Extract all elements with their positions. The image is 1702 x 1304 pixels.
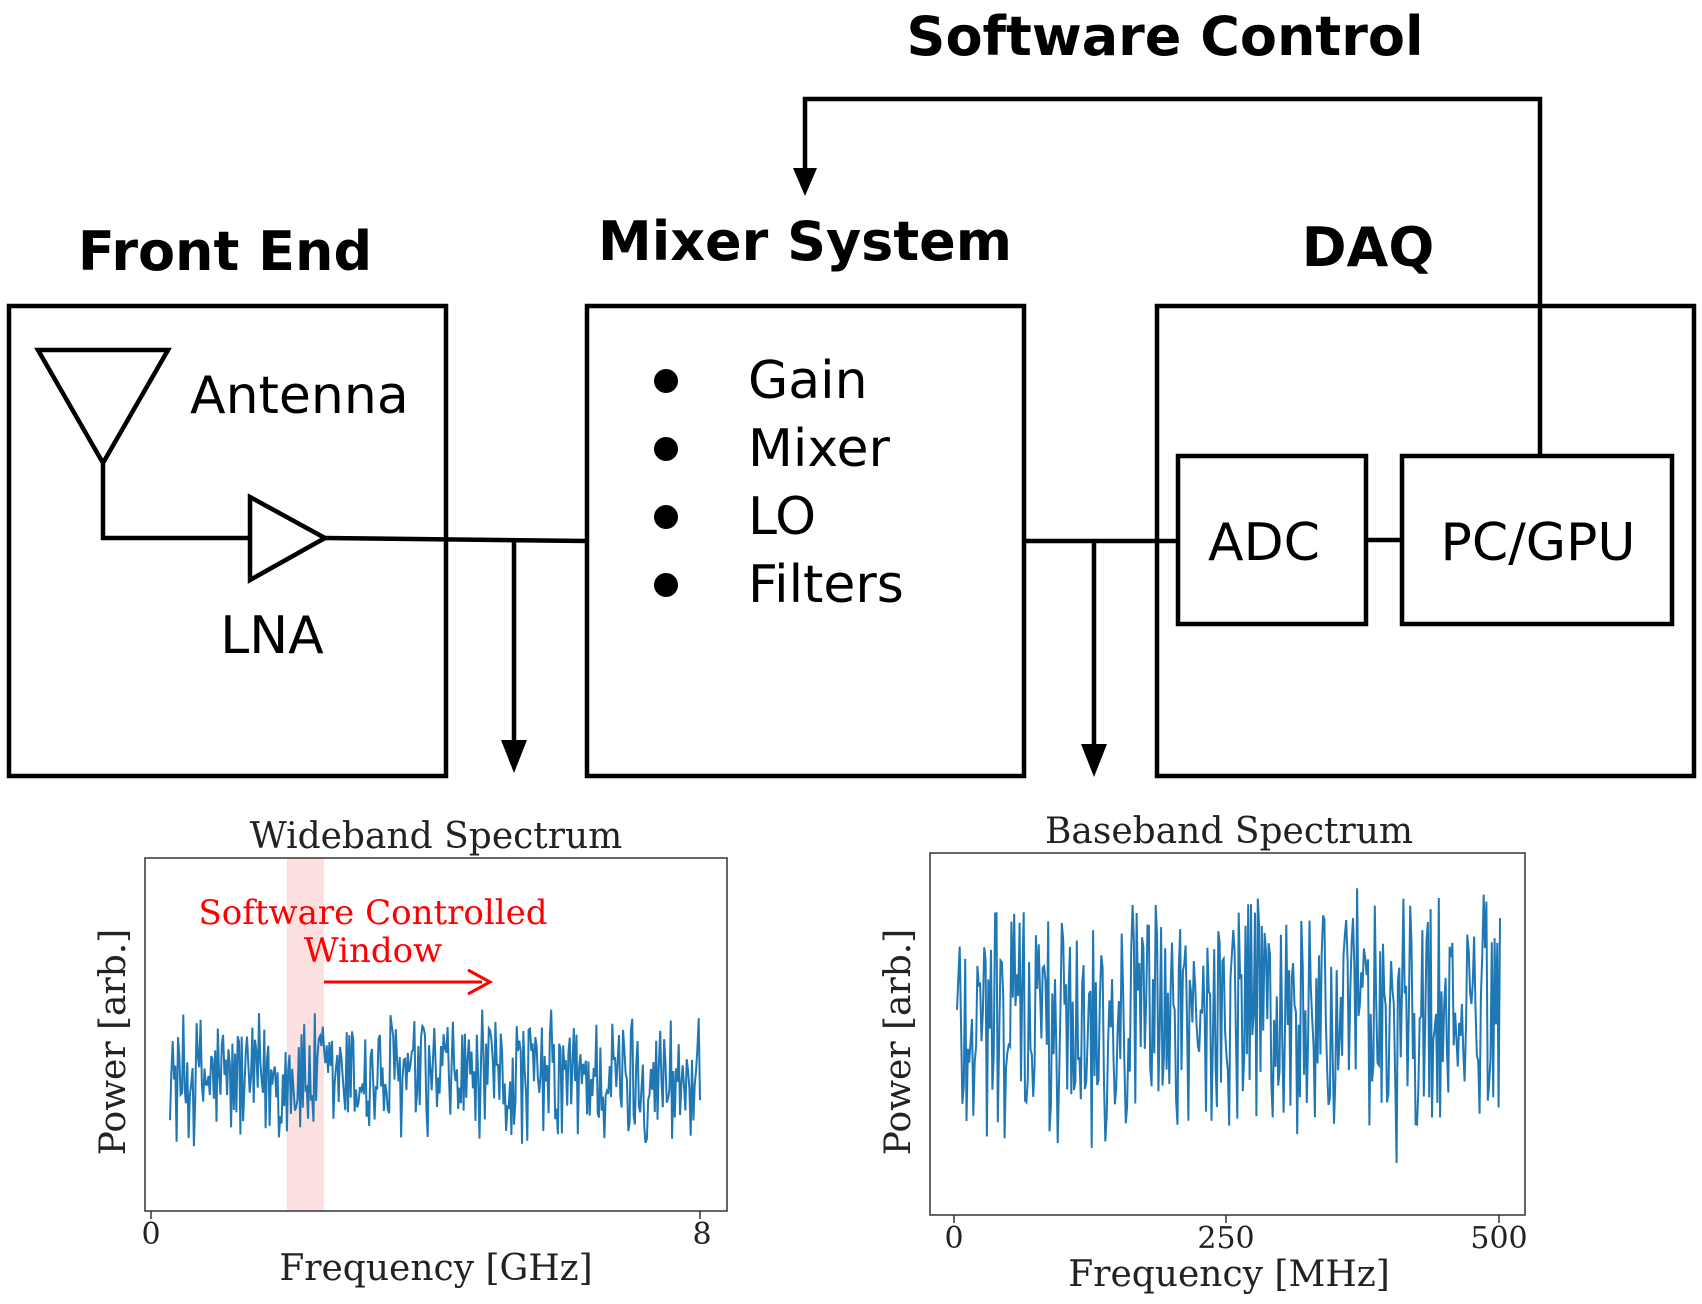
daq-title: DAQ <box>1302 216 1435 279</box>
baseband-ylabel: Power [arb.] <box>878 929 919 1155</box>
wideband-xlabel: Frequency [GHz] <box>279 1248 592 1289</box>
baseband-xtick-500: 500 <box>1470 1221 1527 1256</box>
wideband-plot-frame <box>144 857 728 1212</box>
pc-gpu-label: PC/GPU <box>1441 513 1636 573</box>
bullet-icon <box>654 369 678 393</box>
mixer-system-title: Mixer System <box>598 210 1012 273</box>
window-direction-arrowhead-icon <box>467 968 494 996</box>
antenna-lna-wire <box>100 463 250 541</box>
wideband-series-line <box>169 1009 701 1147</box>
antenna-label: Antenna <box>190 366 409 426</box>
baseband-xlabel: Frequency [MHz] <box>1068 1254 1389 1295</box>
wideband-ylabel: Power [arb.] <box>93 929 134 1155</box>
software-control-label: Software Control <box>907 5 1424 68</box>
software-controlled-window-annotation-line2: Window <box>304 931 442 971</box>
pc-gpu-box <box>1399 453 1675 627</box>
wideband-chart-title: Wideband Spectrum <box>250 816 623 857</box>
mixer-item-mixer: Mixer <box>748 419 890 479</box>
antenna-icon <box>34 347 172 468</box>
daq-box <box>1154 303 1697 779</box>
baseband-spectrum-chart: Baseband Spectrum 0 250 500 Frequency [M… <box>878 811 1528 1295</box>
lna-mixer-wire <box>324 535 588 544</box>
mixer-item-gain: Gain <box>748 351 868 411</box>
wideband-xtick-0: 0 <box>141 1217 160 1252</box>
mixer-item-lo: LO <box>748 487 816 547</box>
baseband-xtick-0: 0 <box>944 1221 963 1256</box>
mixer-item-filters: Filters <box>748 555 904 615</box>
baseband-xtick-250: 250 <box>1197 1221 1254 1256</box>
feedback-arrowhead-icon <box>793 168 817 196</box>
lna-amplifier-icon <box>247 493 330 584</box>
baseband-tap-arrowhead-icon <box>1081 744 1107 777</box>
bullet-icon <box>654 573 678 597</box>
baseband-power-trace <box>956 888 1501 1164</box>
wideband-xtick-8: 8 <box>692 1217 711 1252</box>
baseband-plot-frame <box>929 852 1526 1216</box>
software-controlled-window-annotation-line1: Software Controlled <box>199 893 548 933</box>
adc-label: ADC <box>1208 513 1320 573</box>
wideband-power-trace <box>169 1009 701 1147</box>
front-end-title: Front End <box>78 220 372 283</box>
software-controlled-window-highlight <box>287 858 324 1211</box>
baseband-series-line <box>956 888 1501 1164</box>
bullet-icon <box>654 505 678 529</box>
wideband-spectrum-chart: Wideband Spectrum 0 8 Frequency [GHz] Po… <box>93 816 728 1289</box>
bullet-icon <box>654 437 678 461</box>
baseband-chart-title: Baseband Spectrum <box>1045 811 1413 852</box>
software-control-feedback-line <box>802 96 1543 456</box>
wideband-tap-arrowhead-icon <box>501 740 527 773</box>
lna-label: LNA <box>220 606 324 666</box>
mixer-items-list: Gain Mixer LO Filters <box>654 351 904 615</box>
